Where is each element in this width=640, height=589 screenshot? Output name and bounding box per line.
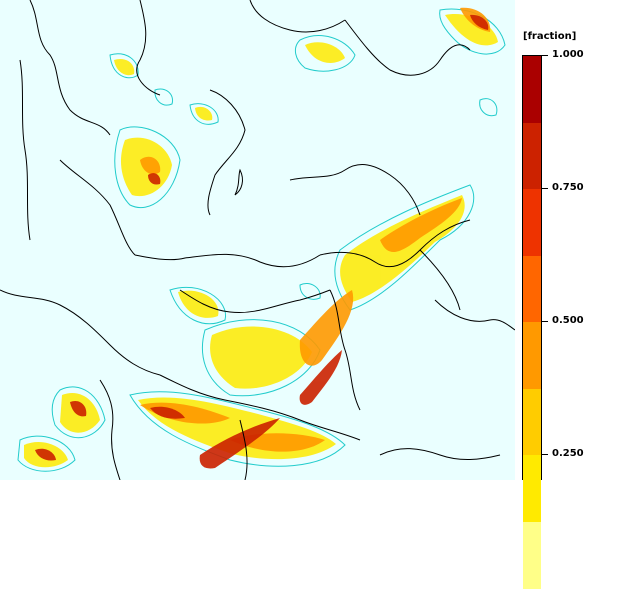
legend-color-segment [523,189,541,256]
fraction-high-areas [35,14,489,469]
color-legend: [fraction] 1.000 0.750 0.500 0.250 [515,0,640,589]
legend-color-bar [522,55,542,589]
legend-tick-mark [542,321,548,322]
legend-tick-mark [542,454,548,455]
legend-color-segment [523,322,541,389]
map-panel [0,0,515,480]
legend-color-segment [523,56,541,123]
legend-color-segment [523,455,541,522]
borders-coastlines [0,0,515,480]
legend-tick-label: 0.750 [552,182,584,193]
legend-unit-label: [fraction] [523,31,577,42]
legend-color-segment [523,521,541,589]
legend-tick-label: 1.000 [552,49,584,60]
legend-color-segment [523,388,541,456]
legend-color-segment [523,255,541,323]
legend-tick-label: 0.500 [552,315,584,326]
fraction-field-map [0,0,515,480]
legend-tick-mark [542,188,548,189]
legend-tick-mark [542,55,548,56]
legend-tick-label: 0.250 [552,448,584,459]
legend-color-segment [523,122,541,190]
